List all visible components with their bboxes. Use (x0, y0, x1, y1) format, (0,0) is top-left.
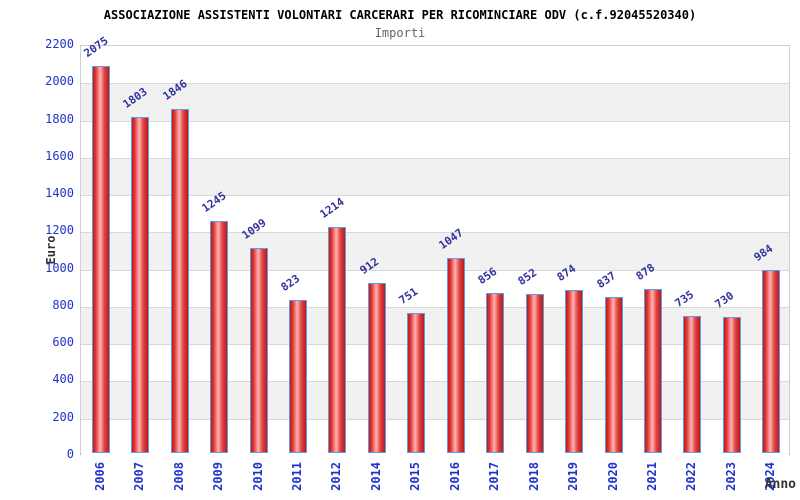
bar-2010 (249, 248, 268, 453)
bar-2015 (407, 313, 426, 453)
grid-band (81, 381, 789, 419)
y-tick-label: 1000 (45, 260, 74, 275)
bar-2008 (170, 108, 189, 453)
grid-band (81, 195, 789, 233)
x-tick-label: 2017 (487, 462, 502, 491)
y-tick-label: 0 (66, 447, 74, 461)
x-tick-label: 2022 (684, 462, 699, 491)
x-tick-label: 2014 (368, 462, 383, 491)
chart-subtitle: Importi (374, 26, 426, 40)
bar-2006 (91, 66, 110, 453)
x-tick-label: 2018 (526, 462, 541, 491)
x-tick-label: 2008 (171, 462, 186, 491)
bar-2017 (486, 293, 505, 453)
bar-2022 (683, 316, 702, 453)
y-tick-label: 2200 (45, 37, 74, 51)
x-tick-label: 2006 (92, 462, 107, 491)
x-tick-label: 2015 (408, 462, 423, 491)
x-tick-label: 2016 (447, 462, 462, 491)
bar-2009 (210, 220, 229, 453)
grid-band (81, 157, 789, 196)
bar-2023 (722, 316, 741, 453)
x-tick-label: 2019 (566, 462, 581, 491)
y-tick-label: 1600 (45, 148, 74, 163)
plot-area: 2075 1803 1846 1245 1099 823 1214 912 751 1047 856… (80, 34, 790, 456)
grid-band (81, 120, 789, 158)
x-tick-label: 2021 (644, 462, 659, 491)
x-tick-label: 2010 (250, 462, 265, 491)
bar-2012 (328, 226, 347, 453)
y-tick-label: 1800 (45, 111, 74, 126)
grid-band (81, 418, 789, 456)
x-tick-label: 2009 (211, 462, 226, 491)
grid-band (81, 46, 789, 84)
grid-band (81, 306, 789, 345)
x-tick-label: 2012 (329, 462, 344, 491)
y-tick-label: 400 (52, 372, 74, 387)
grid-band (81, 344, 789, 382)
bar-2019 (565, 290, 584, 453)
y-tick-label: 2000 (45, 74, 74, 89)
x-axis-title: Anno (764, 477, 796, 492)
grid-band (81, 269, 789, 307)
x-tick-label: 2011 (289, 462, 304, 491)
y-tick-label: 600 (52, 335, 74, 350)
bar-2007 (131, 117, 150, 453)
bar-2014 (367, 283, 386, 453)
bar-2020 (604, 297, 623, 453)
grid-band (81, 232, 789, 270)
grid-band (81, 83, 789, 121)
y-tick-label: 800 (52, 297, 74, 312)
x-tick-label: 2007 (132, 462, 147, 491)
chart-title: ASSOCIAZIONE ASSISTENTI VOLONTARI CARCER… (103, 8, 697, 22)
bar-2021 (643, 289, 662, 453)
bar-2011 (288, 299, 307, 453)
x-tick-label: 2023 (723, 462, 738, 491)
bar-2016 (446, 257, 465, 453)
bar-2024 (762, 269, 781, 453)
y-tick-label: 200 (52, 409, 74, 424)
y-tick-label: 1200 (45, 223, 74, 238)
x-tick-label: 2020 (605, 462, 620, 491)
bar-2018 (525, 294, 544, 453)
y-tick-label: 1400 (45, 186, 74, 201)
